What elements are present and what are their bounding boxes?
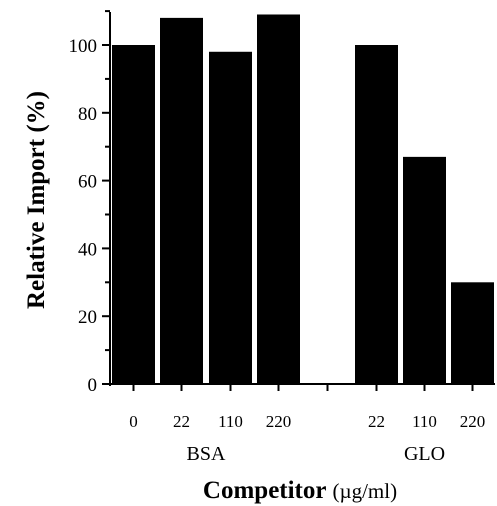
y-axis-title: Relative Import (%) (23, 91, 50, 309)
x-tick-label: 220 (460, 412, 486, 431)
x-tick-label: 220 (266, 412, 292, 431)
x-axis-title: Competitor (µg/ml) (203, 477, 397, 504)
y-tick-label: 100 (69, 36, 98, 57)
x-tick-label: 110 (218, 412, 243, 431)
y-axis: 0 20 40 60 80 100 (69, 10, 111, 396)
bar (355, 45, 398, 384)
bar (257, 14, 300, 385)
x-axis-title-text: Competitor (203, 477, 327, 504)
y-tick-label: 40 (78, 239, 97, 260)
bar (451, 282, 494, 384)
x-tick-label: 0 (129, 412, 138, 431)
y-tick-label: 20 (78, 307, 97, 328)
bar (112, 45, 155, 384)
group-label: BSA (187, 443, 226, 465)
y-tick-label: 80 (78, 104, 97, 125)
y-tick-label: 0 (88, 375, 98, 396)
x-axis-unit: (µg/ml) (332, 479, 397, 503)
x-tick-label: 22 (368, 412, 385, 431)
bar (209, 51, 252, 384)
x-tick-label: 110 (412, 412, 437, 431)
bar (403, 156, 446, 384)
x-tick-label: 22 (173, 412, 190, 431)
x-axis: 0 22 110 220 22 110 220 BSA GLO (109, 383, 495, 465)
bar (160, 17, 203, 384)
group-label: GLO (404, 443, 445, 465)
bars-layer (112, 14, 494, 385)
y-tick-label: 60 (78, 172, 97, 193)
